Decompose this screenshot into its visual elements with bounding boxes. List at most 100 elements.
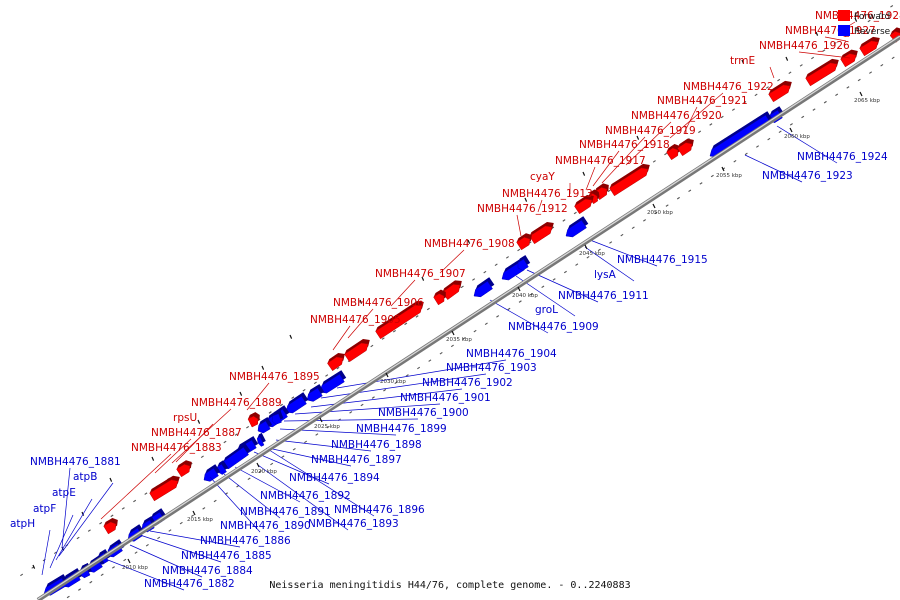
gene-label-atph: atpH xyxy=(10,518,35,530)
minor-tick xyxy=(223,440,227,444)
leader-line xyxy=(589,239,658,267)
minor-tick xyxy=(325,374,329,377)
minor-tick xyxy=(439,352,443,355)
minor-tick xyxy=(326,425,330,429)
gene-block-face xyxy=(176,464,191,478)
minor-tick xyxy=(179,521,183,525)
legend-reverse-label: Reverse xyxy=(854,27,891,37)
minor-tick xyxy=(733,160,737,163)
leader-line xyxy=(669,92,724,139)
gene-label-nmbh4476-1902: NMBH4476_1902 xyxy=(422,377,513,389)
leader-line xyxy=(776,125,838,164)
leader-line xyxy=(223,473,281,519)
minor-tick xyxy=(799,64,803,67)
gene-label-nmbh4476-1927: NMBH4476_1927 xyxy=(785,25,876,37)
gene-block-face xyxy=(805,62,838,87)
genome-axis xyxy=(36,35,900,600)
axis-tick xyxy=(517,286,521,292)
minor-tick xyxy=(552,278,556,281)
gene-block-face xyxy=(840,53,857,68)
minor-tick xyxy=(857,78,861,82)
minor-tick xyxy=(698,130,702,134)
leader-line xyxy=(41,529,51,576)
forward-gene-block xyxy=(247,412,260,428)
minor-tick xyxy=(279,403,283,407)
gene-label-nmbh4476-1911: NMBH4476_1911 xyxy=(558,290,649,302)
forward-gene-block xyxy=(677,138,694,157)
minor-tick xyxy=(822,49,826,52)
gene-block-face xyxy=(473,280,493,298)
gene-block-face xyxy=(149,479,179,502)
minor-tick xyxy=(157,536,161,540)
minor-tick xyxy=(133,499,137,503)
gene-label-atpe: atpE xyxy=(52,487,76,499)
forward-gene-block xyxy=(768,80,792,103)
minor-tick xyxy=(720,115,724,119)
forward-gene-block xyxy=(574,195,594,215)
minor-tick xyxy=(111,566,115,569)
axis-tick-label: 2030 kbp xyxy=(380,379,406,385)
gene-label-nmbh4476-1884: NMBH4476_1884 xyxy=(162,565,253,577)
gene-label-trme: trmE xyxy=(730,55,755,67)
major-tick xyxy=(109,477,113,482)
minor-tick xyxy=(404,322,408,326)
minor-tick xyxy=(652,160,656,163)
major-tick xyxy=(359,299,363,304)
reverse-gene-block xyxy=(306,384,325,402)
gene-label-nmbh4476-1921: NMBH4476_1921 xyxy=(657,95,748,107)
leader-line xyxy=(139,534,222,563)
axis-tick-label: 2035 kbp xyxy=(446,337,472,343)
gene-label-nmbh4476-1904: NMBH4476_1904 xyxy=(466,348,557,360)
gene-label-nmbh4476-1892: NMBH4476_1892 xyxy=(260,490,351,502)
leader-line xyxy=(769,66,775,79)
minor-tick xyxy=(89,580,93,584)
leader-line xyxy=(625,121,672,166)
leader-line xyxy=(49,514,74,569)
reverse-gene-block xyxy=(285,392,309,414)
minor-tick xyxy=(246,425,250,429)
minor-tick xyxy=(383,388,387,392)
gene-labels: NMBH4476_1928 NMBH4476_1927 NMBH4476_1926t… xyxy=(10,10,900,590)
forward-gene-block xyxy=(375,300,424,340)
gene-label-nmbh4476-1889: NMBH4476_1889 xyxy=(191,397,282,409)
leader-line xyxy=(489,299,549,334)
forward-gene-block xyxy=(609,163,650,197)
gene-label-nmbh4476-1909: NMBH4476_1909 xyxy=(508,321,599,333)
major-tick xyxy=(785,56,789,61)
minor-tick xyxy=(664,152,668,156)
leader-line xyxy=(584,246,635,282)
major-tick xyxy=(741,59,745,64)
minor-tick xyxy=(87,529,91,532)
gene-label-nmbh4476-1895: NMBH4476_1895 xyxy=(229,371,320,383)
major-tick xyxy=(261,365,265,370)
gene-block-face xyxy=(517,258,529,271)
major-tick xyxy=(421,276,425,281)
leader-line xyxy=(336,359,507,389)
minor-tick xyxy=(754,93,758,97)
minor-tick xyxy=(110,514,114,518)
forward-gene-block xyxy=(149,475,180,502)
gene-block-face xyxy=(203,467,219,482)
minor-tick xyxy=(315,433,319,436)
gene-label-lysa: lysA xyxy=(594,269,617,281)
minor-tick xyxy=(575,263,579,266)
minor-tick xyxy=(607,189,611,193)
minor-tick xyxy=(313,381,317,385)
minor-tick xyxy=(191,514,195,517)
axis-tick-label: 2060 kbp xyxy=(784,134,810,140)
leader-line xyxy=(824,36,847,42)
axis-tick-label: 2010 kbp xyxy=(122,565,148,571)
gene-label-nmbh4476-1928: NMBH4476_1928 xyxy=(815,10,900,22)
minor-tick xyxy=(360,403,364,407)
minor-tick xyxy=(654,211,658,215)
minor-tick xyxy=(415,315,419,318)
minor-tick xyxy=(123,558,127,562)
forward-gene-block xyxy=(516,233,532,251)
axis-tick-label: 2020 kbp xyxy=(251,469,277,475)
major-tick xyxy=(81,511,85,516)
forward-gene-block xyxy=(433,289,446,306)
gene-block-face xyxy=(859,40,879,57)
gene-block-face xyxy=(677,142,693,157)
minor-tick xyxy=(212,448,216,451)
leader-line xyxy=(516,214,522,237)
